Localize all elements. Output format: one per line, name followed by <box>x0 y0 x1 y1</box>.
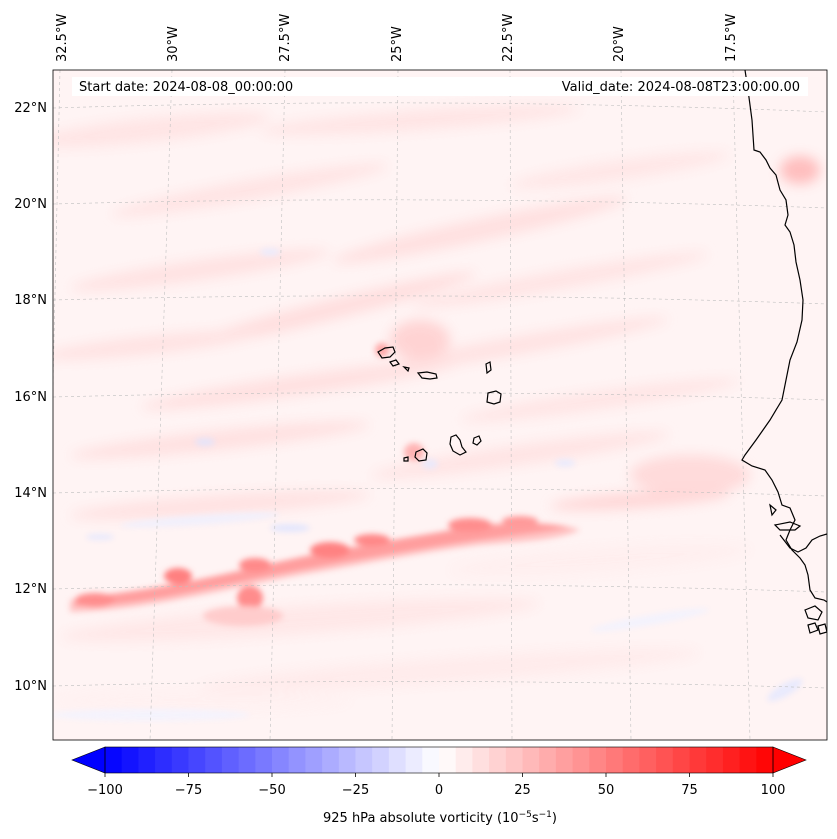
colorbar-segment <box>171 747 189 773</box>
colorbar-tick-label: 25 <box>514 783 531 798</box>
lat-label: 12°N <box>14 582 47 597</box>
colorbar-segments <box>105 747 774 773</box>
vorticity-field <box>53 105 820 710</box>
colorbar-segment <box>589 747 607 773</box>
colorbar-segment <box>422 747 440 773</box>
colorbar-tick-label: 50 <box>598 783 615 798</box>
colorbar-segment <box>372 747 390 773</box>
lon-label: 17.5°W <box>724 14 739 62</box>
colorbar-segment <box>455 747 473 773</box>
colorbar-segment <box>689 747 707 773</box>
colorbar-segment <box>405 747 423 773</box>
lon-label: 30°W <box>166 26 181 62</box>
colorbar-segment <box>338 747 356 773</box>
lon-label: 25°W <box>390 26 405 62</box>
colorbar-segment <box>121 747 139 773</box>
colorbar-segment <box>205 747 223 773</box>
graticule <box>53 70 827 740</box>
colorbar-segment <box>322 747 340 773</box>
colorbar-segment <box>555 747 573 773</box>
colorbar-segment <box>756 747 774 773</box>
lon-label: 32.5°W <box>55 14 70 62</box>
map-panel <box>53 70 827 740</box>
colorbar: −100 −75 −50 −25 0 25 50 75 100 925 hPa … <box>71 746 807 826</box>
africa-coastline <box>741 70 827 635</box>
lat-label: 14°N <box>14 486 47 501</box>
colorbar-tick-label: −100 <box>87 783 123 798</box>
negative-vorticity-patches <box>53 248 803 721</box>
lon-label: 22.5°W <box>501 14 516 62</box>
colorbar-segment <box>138 747 156 773</box>
colorbar-tick-label: 75 <box>681 783 698 798</box>
colorbar-segment <box>489 747 507 773</box>
colorbar-tick-label: −25 <box>342 783 369 798</box>
colorbar-segment <box>439 747 457 773</box>
colorbar-segment <box>221 747 239 773</box>
lat-label: 18°N <box>14 293 47 308</box>
colorbar-segment <box>722 747 740 773</box>
colorbar-tick-label: 100 <box>761 783 786 798</box>
colorbar-segment <box>305 747 323 773</box>
colorbar-segment <box>238 747 256 773</box>
lat-label: 20°N <box>14 197 47 212</box>
colorbar-tick-label: −50 <box>258 783 285 798</box>
lat-label: 10°N <box>14 679 47 694</box>
colorbar-segment <box>505 747 523 773</box>
colorbar-segment <box>105 747 123 773</box>
colorbar-segment <box>706 747 724 773</box>
colorbar-ticks <box>104 773 774 777</box>
colorbar-segment <box>272 747 290 773</box>
latitude-labels: 22°N 20°N 18°N 16°N 14°N 12°N 10°N <box>14 101 47 694</box>
colorbar-tick-label: −75 <box>175 783 202 798</box>
colorbar-tick-label: 0 <box>435 783 443 798</box>
colorbar-segment <box>255 747 273 773</box>
vorticity-band <box>70 343 580 626</box>
lat-label: 22°N <box>14 101 47 116</box>
colorbar-segment <box>739 747 757 773</box>
colorbar-extend-max <box>772 746 807 774</box>
colorbar-segment <box>522 747 540 773</box>
colorbar-segment <box>622 747 640 773</box>
lon-label: 27.5°W <box>278 14 293 62</box>
colorbar-segment <box>155 747 173 773</box>
colorbar-segment <box>606 747 624 773</box>
colorbar-segment <box>672 747 690 773</box>
colorbar-segment <box>355 747 373 773</box>
valid-date-label: Valid_date: 2024-08-08T23:00:00.00 <box>562 80 800 95</box>
map-frame <box>52 69 828 741</box>
lat-label: 16°N <box>14 390 47 405</box>
colorbar-extend-min <box>71 746 106 774</box>
colorbar-label: 925 hPa absolute vorticity (10−5s−1) <box>323 810 557 826</box>
colorbar-segment <box>288 747 306 773</box>
colorbar-segment <box>388 747 406 773</box>
header-band <box>72 77 808 96</box>
colorbar-segment <box>572 747 590 773</box>
start-date-label: Start date: 2024-08-08_00:00:00 <box>79 80 293 95</box>
colorbar-segment <box>472 747 490 773</box>
lon-label: 20°W <box>612 26 627 62</box>
cape-verde-islands <box>377 346 502 462</box>
longitude-labels: 32.5°W 30°W 27.5°W 25°W 22.5°W 20°W 17.5… <box>55 14 739 62</box>
colorbar-segment <box>188 747 206 773</box>
colorbar-segment <box>639 747 657 773</box>
colorbar-segment <box>656 747 674 773</box>
colorbar-segment <box>539 747 557 773</box>
